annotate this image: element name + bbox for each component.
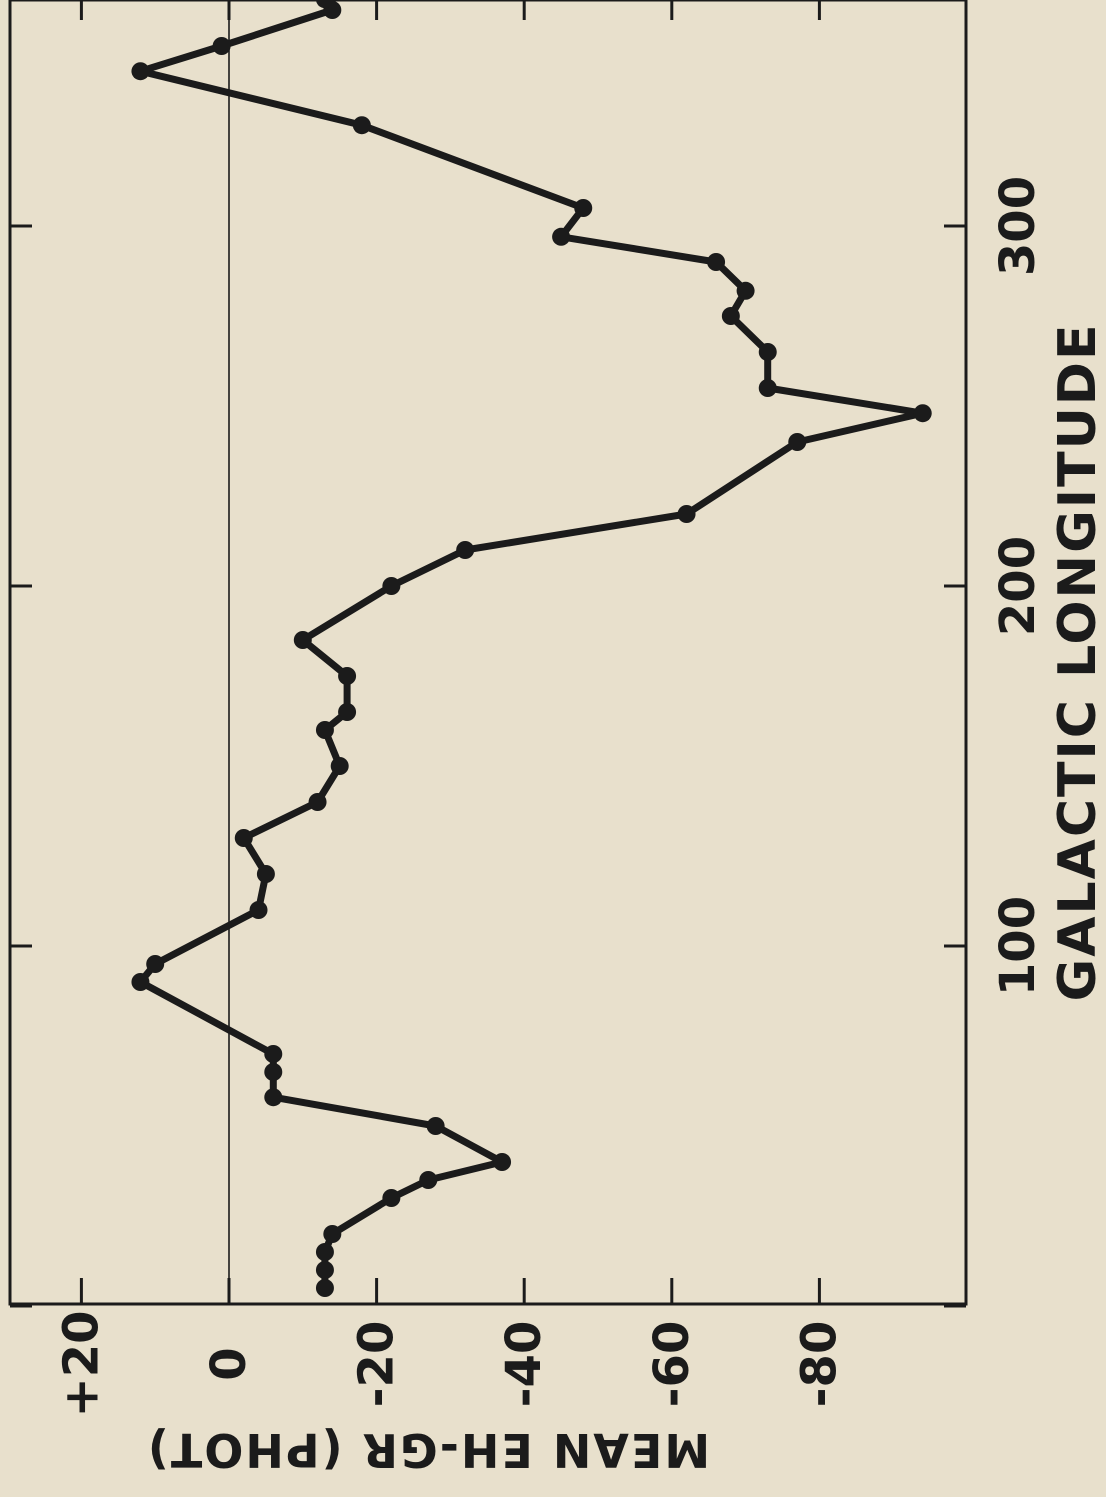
data-point (264, 1088, 283, 1107)
y-tick-label: 0 (201, 1347, 257, 1380)
data-point (146, 955, 165, 973)
x-tick-label: 200 (990, 536, 1046, 636)
data-point (456, 541, 475, 559)
data-point (382, 1189, 401, 1207)
data-point (338, 667, 357, 685)
data-point (419, 1171, 438, 1189)
data-point (736, 281, 755, 300)
data-point (315, 1243, 334, 1261)
data-point (256, 865, 275, 883)
data-point (707, 253, 726, 271)
x-tick-label: 300 (990, 176, 1046, 276)
y-axis-title: MEAN EH-GR (PHOT) (146, 1423, 710, 1477)
data-point (264, 1063, 283, 1081)
data-point (574, 199, 593, 217)
y-tick-label: -40 (496, 1321, 552, 1408)
data-point (426, 1117, 445, 1135)
data-point (913, 404, 932, 423)
y-tick-label: -80 (791, 1321, 847, 1408)
data-point (352, 116, 371, 135)
data-point (293, 631, 312, 649)
data-point (131, 973, 150, 991)
data-point (721, 307, 740, 325)
data-point (677, 505, 696, 523)
data-point (323, 1225, 342, 1243)
data-point (131, 62, 150, 81)
data-point (315, 721, 334, 739)
data-point (552, 227, 571, 246)
data-point (338, 703, 357, 721)
data-point (382, 577, 401, 595)
data-point (788, 433, 807, 451)
data-point (493, 1153, 512, 1171)
x-axis-title: GALACTIC LONGITUDE (1048, 323, 1106, 1002)
data-point (315, 1279, 334, 1297)
plot-frame (8, 0, 968, 1306)
data-point (249, 901, 268, 919)
data-point (330, 757, 349, 775)
data-point (264, 1045, 283, 1063)
y-tick-label: -20 (349, 1321, 405, 1408)
data-point (758, 379, 777, 397)
data-point (758, 343, 777, 361)
data-point (308, 793, 327, 811)
y-tick-label: +20 (53, 1310, 109, 1417)
data-point (212, 37, 231, 55)
data-point (315, 0, 334, 9)
data-point (315, 1261, 334, 1279)
data-point (234, 829, 253, 847)
y-tick-label: -60 (644, 1321, 700, 1408)
x-tick-label: 100 (990, 896, 1046, 996)
